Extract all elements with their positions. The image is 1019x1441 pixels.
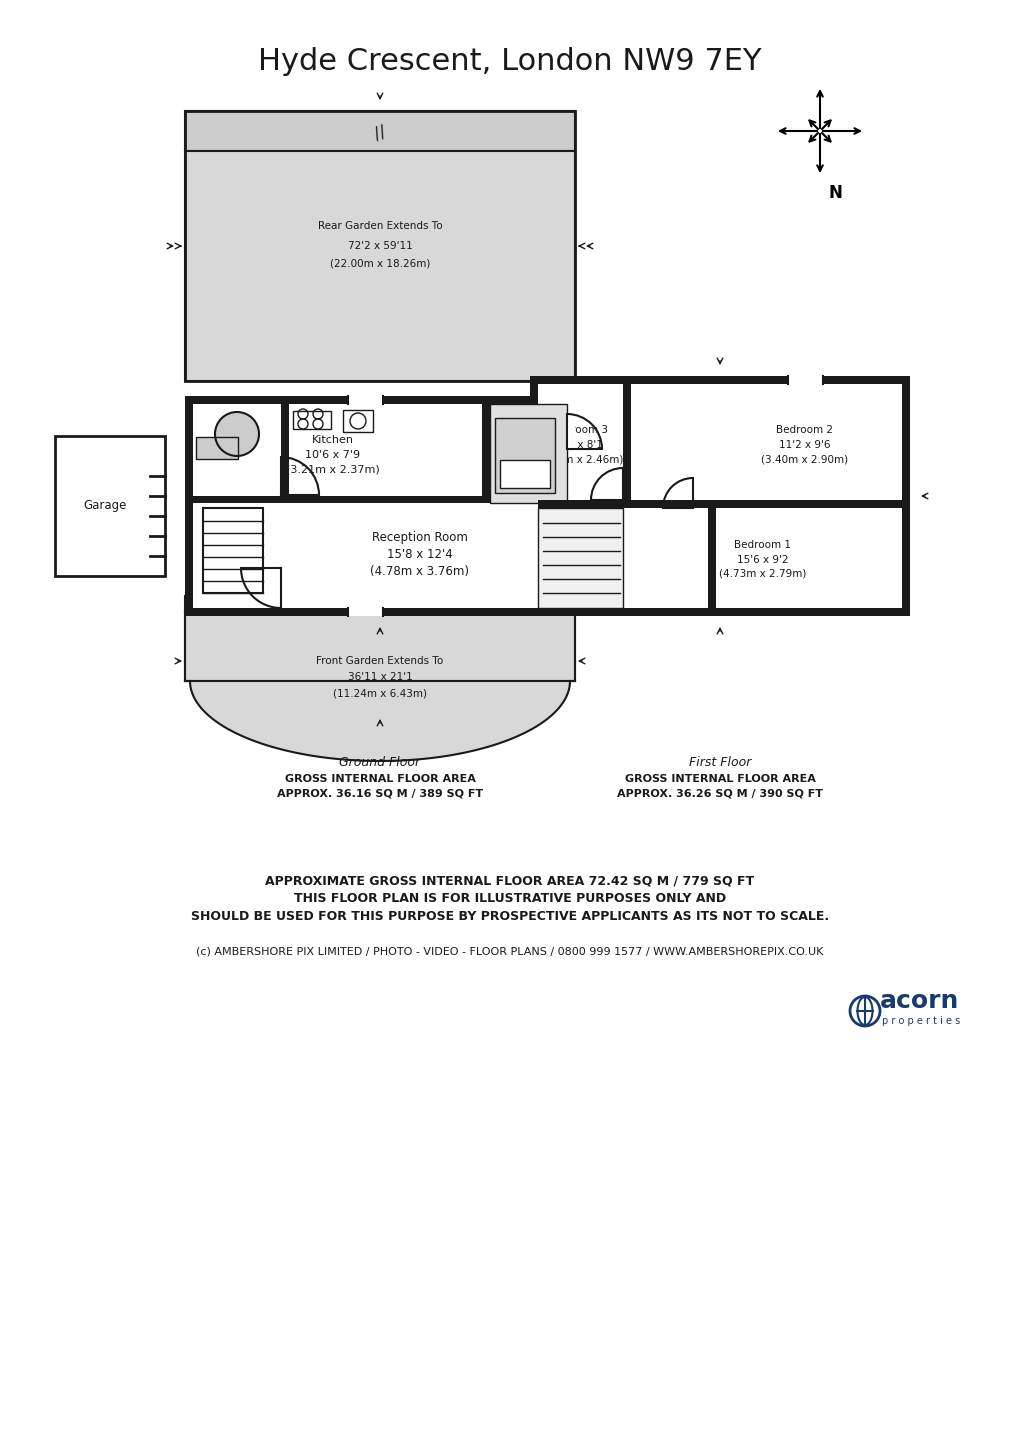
Bar [623,376,631,509]
Bar [347,396,382,403]
Text: Reception Room: Reception Room [372,532,468,545]
Text: First Floor: First Floor [688,757,750,769]
Text: acorn: acorn [879,989,959,1013]
Text: Rear Garden Extends To: Rear Garden Extends To [317,220,442,231]
Text: (3.40m x 2.90m): (3.40m x 2.90m) [761,454,848,464]
Bar [184,396,575,615]
Text: Bedroom 3: Bedroom 3 [551,425,608,435]
Bar [184,597,575,682]
Text: 8'9 x 8'1: 8'9 x 8'1 [557,440,602,450]
Bar [347,608,382,615]
Text: Hyde Crescent, London NW9 7EY: Hyde Crescent, London NW9 7EY [258,46,761,75]
Bar [196,437,237,460]
Text: (4.73m x 2.79m): (4.73m x 2.79m) [718,569,805,579]
Text: GROSS INTERNAL FLOOR AREA
APPROX. 36.26 SQ M / 390 SQ FT: GROSS INTERNAL FLOOR AREA APPROX. 36.26 … [616,774,822,798]
Text: GROSS INTERNAL FLOOR AREA
APPROX. 36.16 SQ M / 389 SQ FT: GROSS INTERNAL FLOOR AREA APPROX. 36.16 … [277,774,483,798]
Bar [537,500,901,509]
Bar [203,509,263,594]
Text: 72'2 x 59'11: 72'2 x 59'11 [347,241,412,251]
Bar [537,383,901,608]
Bar [494,418,554,493]
Bar [788,376,822,383]
Polygon shape [190,682,570,761]
Bar [184,151,575,380]
Bar [537,509,623,608]
Bar [292,411,331,429]
Bar [193,403,567,608]
Text: (2.67m x 2.46m): (2.67m x 2.46m) [536,454,623,464]
Bar [342,411,373,432]
Text: Kitchen: Kitchen [312,435,354,445]
Bar [193,496,567,503]
Text: (22.00m x 18.26m): (22.00m x 18.26m) [329,259,430,269]
Text: (4.78m x 3.76m): (4.78m x 3.76m) [370,565,469,578]
Bar [489,403,567,503]
Bar [567,414,575,450]
Bar [280,396,288,503]
Text: 11'2 x 9'6: 11'2 x 9'6 [779,440,829,450]
Text: SHOULD BE USED FOR THIS PURPOSE BY PROSPECTIVE APPLICANTS AS ITS NOT TO SCALE.: SHOULD BE USED FOR THIS PURPOSE BY PROSP… [191,911,828,924]
Text: 36'11 x 21'1: 36'11 x 21'1 [347,672,412,682]
Text: (c) AMBERSHORE PIX LIMITED / PHOTO - VIDEO - FLOOR PLANS / 0800 999 1577 / WWW.A: (c) AMBERSHORE PIX LIMITED / PHOTO - VID… [196,945,823,955]
Text: THIS FLOOR PLAN IS FOR ILLUSTRATIVE PURPOSES ONLY AND: THIS FLOOR PLAN IS FOR ILLUSTRATIVE PURP… [293,892,726,905]
Text: APPROXIMATE GROSS INTERNAL FLOOR AREA 72.42 SQ M / 779 SQ FT: APPROXIMATE GROSS INTERNAL FLOOR AREA 72… [265,875,754,888]
Text: Bedroom 2: Bedroom 2 [775,425,833,435]
Bar [530,376,909,615]
Text: (11.24m x 6.43m): (11.24m x 6.43m) [332,687,427,697]
Bar [184,111,575,380]
Bar [55,437,165,576]
Text: N: N [827,184,841,202]
Text: p r o p e r t i e s: p r o p e r t i e s [881,1016,959,1026]
Bar [184,111,575,151]
Text: Garage: Garage [84,500,126,513]
Text: 10'6 x 7'9: 10'6 x 7'9 [305,450,360,460]
Bar [482,396,489,503]
Text: 15'8 x 12'4: 15'8 x 12'4 [387,548,452,561]
Text: //: // [371,122,388,144]
Text: (3.21m x 2.37m): (3.21m x 2.37m) [286,464,379,474]
Bar [499,460,549,488]
Circle shape [215,412,259,455]
Text: Bedroom 1: Bedroom 1 [734,540,790,550]
Text: Front Garden Extends To: Front Garden Extends To [316,656,443,666]
Bar [707,509,715,608]
Text: Ground Floor: Ground Floor [339,757,420,769]
Text: 15'6 x 9'2: 15'6 x 9'2 [736,555,788,565]
